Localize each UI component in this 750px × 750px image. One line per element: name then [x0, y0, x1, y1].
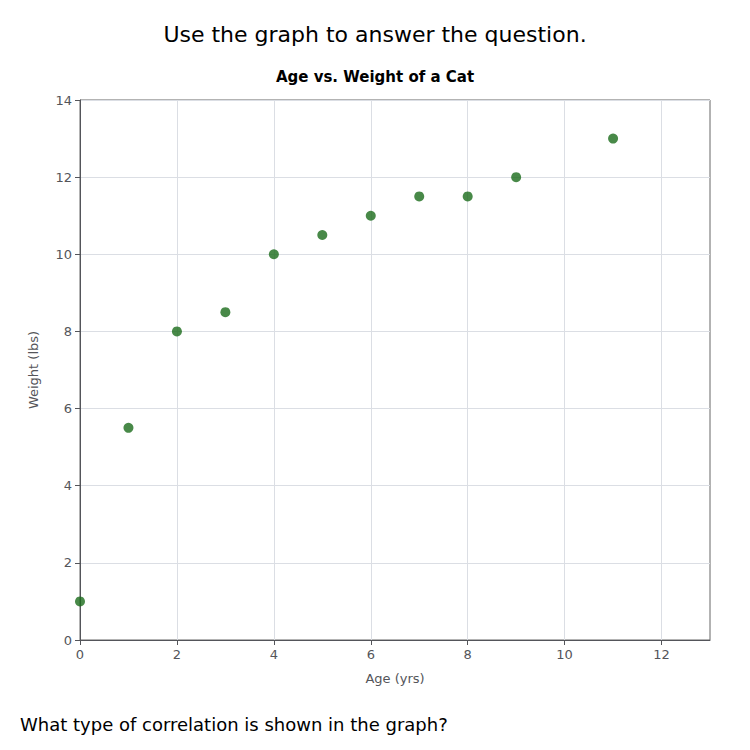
svg-text:12: 12	[55, 170, 72, 185]
svg-text:0: 0	[76, 647, 84, 662]
svg-text:12: 12	[653, 647, 670, 662]
svg-text:4: 4	[64, 478, 72, 493]
svg-text:10: 10	[55, 247, 72, 262]
svg-text:10: 10	[556, 647, 573, 662]
svg-text:Age (yrs): Age (yrs)	[365, 671, 424, 686]
svg-text:8: 8	[64, 324, 72, 339]
svg-text:2: 2	[173, 647, 181, 662]
svg-text:Weight (lbs): Weight (lbs)	[26, 331, 41, 409]
svg-text:Use the graph to answer the qu: Use the graph to answer the question.	[163, 22, 586, 47]
svg-text:6: 6	[64, 401, 72, 416]
svg-text:14: 14	[55, 93, 72, 108]
svg-text:4: 4	[270, 647, 278, 662]
svg-text:8: 8	[464, 647, 472, 662]
svg-text:0: 0	[64, 633, 72, 648]
svg-text:6: 6	[367, 647, 375, 662]
svg-text:Age vs. Weight of a Cat: Age vs. Weight of a Cat	[276, 68, 474, 86]
svg-text:What type of correlation is sh: What type of correlation is shown in the…	[20, 714, 448, 735]
svg-text:2: 2	[64, 555, 72, 570]
